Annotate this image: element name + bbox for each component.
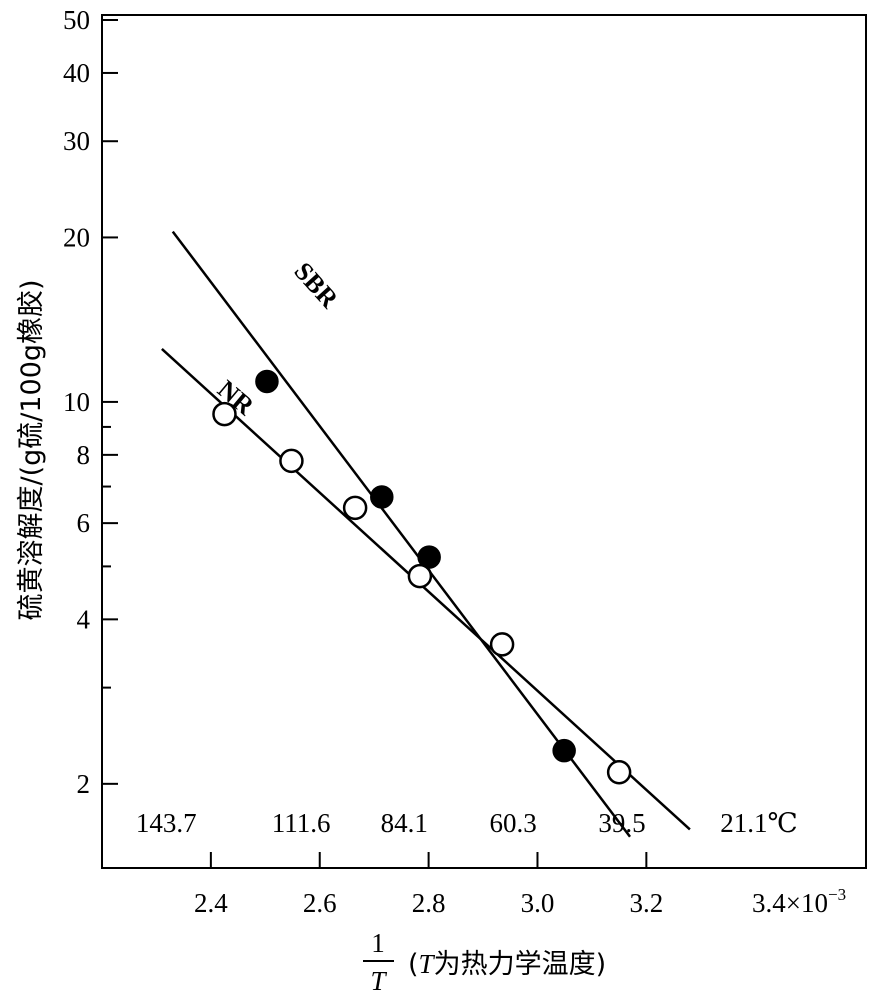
x-axis-label: 1 T (T为热力学温度) [363, 928, 606, 996]
y-axis: 2 4 6 8 10 20 30 40 50 [63, 5, 118, 799]
y-tick-label-1: 4 [77, 604, 91, 634]
sbr-point-1 [370, 485, 394, 509]
temperature-label-4: 39.5 [598, 808, 645, 838]
x-label-note-var: T [419, 949, 436, 979]
temperature-label-1: 111.6 [272, 808, 331, 838]
temperature-label-0: 143.7 [136, 808, 197, 838]
sbr-point-3 [552, 738, 576, 763]
temperature-label-2: 84.1 [381, 808, 428, 838]
x-tick-label-4: 3.2 [629, 888, 663, 918]
x-multiplier-exp: −3 [828, 885, 846, 904]
y-tick-label-8: 50 [63, 5, 90, 35]
fit-lines [161, 230, 691, 838]
y-tick-label-5: 20 [63, 222, 90, 252]
x-label-numerator: 1 [371, 928, 385, 958]
y-tick-label-0: 2 [77, 769, 91, 799]
y-tick-label-2: 6 [77, 508, 91, 538]
x-label-denominator: T [370, 966, 387, 996]
nr-point-4 [489, 632, 515, 657]
x-tick-label-2: 2.8 [412, 888, 446, 918]
fit-line-nr [161, 348, 691, 831]
x-label-note: (T为热力学温度) [408, 949, 606, 980]
x-multiplier-base: 3.4×10 [752, 888, 828, 918]
y-tick-label-7: 40 [63, 58, 90, 88]
nr-point-3 [407, 563, 433, 589]
y-tick-label-3: 8 [77, 440, 91, 470]
x-label-note-text: 为热力学温度 [434, 949, 596, 980]
y-tick-label-6: 30 [63, 126, 90, 156]
y-axis-label: 硫黄溶解度/(g硫/100g橡胶) [16, 279, 47, 620]
series-label-sbr: SBR [289, 257, 345, 314]
x-label-note-open: ( [408, 949, 419, 980]
x-axis: 2.4 2.6 2.8 3.0 3.2 [194, 852, 663, 918]
nr-point-2 [342, 495, 368, 521]
temperature-label-3: 60.3 [489, 808, 536, 838]
x-label-note-close: ) [596, 949, 607, 980]
x-multiplier-label: 3.4×10−3 [752, 885, 846, 918]
x-tick-label-3: 3.0 [521, 888, 555, 918]
x-tick-label-0: 2.4 [194, 888, 228, 918]
plot-frame [101, 14, 867, 869]
data-points [212, 369, 632, 785]
sbr-point-2 [417, 545, 441, 569]
nr-point-5 [606, 760, 632, 785]
nr-point-0 [212, 401, 237, 427]
y-tick-label-4: 10 [63, 387, 90, 417]
x-tick-label-1: 2.6 [303, 888, 337, 918]
temperature-label-5: 21.1℃ [720, 808, 797, 838]
nr-point-1 [279, 448, 304, 474]
fit-line-sbr [171, 230, 632, 838]
temperature-labels: 143.7 111.6 84.1 60.3 39.5 21.1℃ [136, 808, 798, 838]
sbr-point-0 [255, 369, 279, 394]
